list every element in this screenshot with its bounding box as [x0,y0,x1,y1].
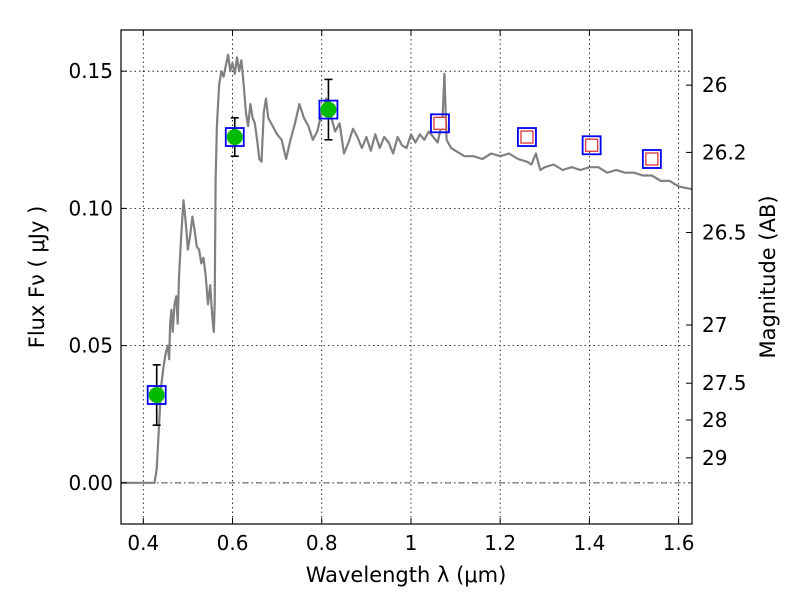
x-tick-label: 1.4 [573,531,605,555]
model-spectrum-group [121,53,693,484]
right-tick-label: 27.5 [702,371,747,395]
model-band-box [146,385,167,405]
y-axis-label: Flux Fν ( μJy ) [25,206,49,349]
right-tick-label: 26.5 [702,221,747,245]
right-axis-label: Magnitude (AB) [756,195,780,358]
predicted-flux-marker [433,116,447,131]
plot-frame [120,29,693,525]
model-band-box [641,149,662,169]
model-band-box [430,113,450,134]
right-tick-label: 26.2 [702,140,747,164]
band-box-group [146,99,662,405]
predicted-flux-marker [645,152,659,166]
detected-flux-point [148,387,165,404]
tick-group: 0.4 0.6 0.8 1 1.2 1.4 1.6 0.00 0.05 0.10 0.15 26 26.… [68,30,747,555]
model-band-box [224,127,245,147]
y-tick-label: 0.15 [68,59,113,83]
model-band-box [517,127,537,147]
model-spectrum-line [121,53,693,484]
x-tick-label: 0.8 [306,531,338,555]
x-axis-label: Wavelength λ (μm) [306,563,507,587]
y-tick-label: 0.05 [68,334,113,358]
predicted-flux-marker [584,138,599,152]
x-tick-label: 0.4 [127,531,159,555]
right-tick-label: 26 [702,73,727,97]
right-tick-label: 28 [702,408,727,432]
x-tick-label: 1 [405,531,418,555]
marker-group [148,101,659,404]
right-tick-label: 29 [702,446,727,470]
right-tick-label: 27 [702,313,727,337]
predicted-flux-marker [520,130,534,144]
x-tick-label: 1.6 [663,531,695,555]
model-band-box [318,99,339,120]
y-tick-label: 0.10 [68,196,113,220]
model-band-box [581,135,602,156]
x-tick-label: 1.2 [484,531,516,555]
detected-flux-point [320,101,337,118]
detected-flux-point [226,129,243,146]
x-tick-label: 0.6 [217,531,249,555]
y-tick-label: 0.00 [68,471,113,495]
